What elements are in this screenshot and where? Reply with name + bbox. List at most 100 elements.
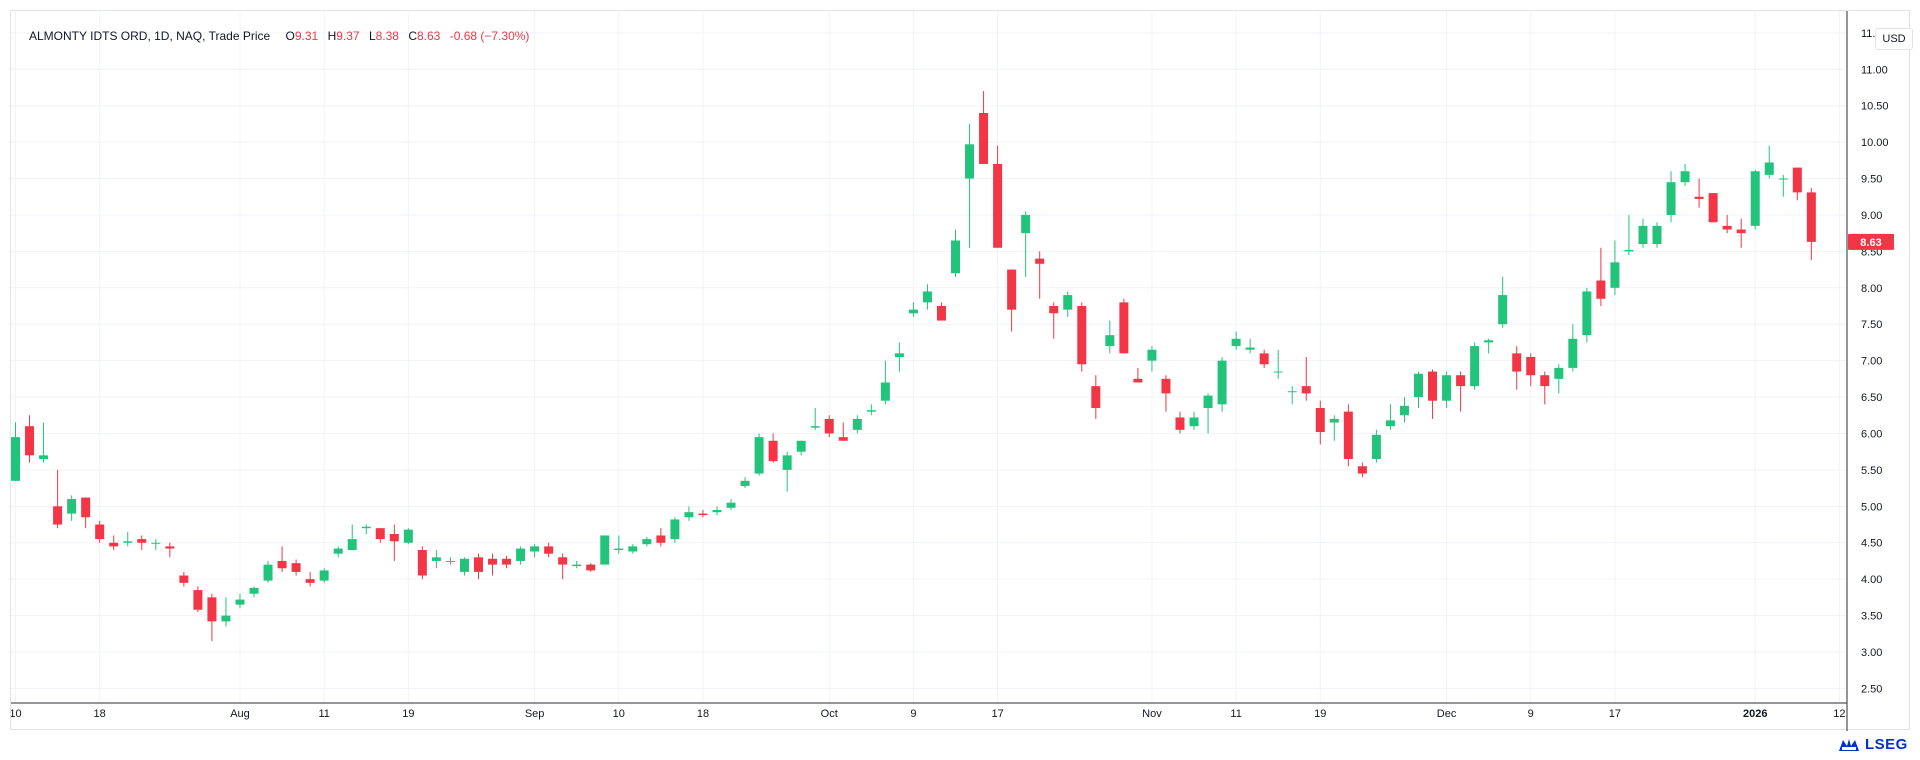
candle[interactable] <box>1203 393 1213 434</box>
candle[interactable] <box>642 536 652 547</box>
candle[interactable] <box>1708 193 1718 223</box>
candle[interactable] <box>1498 276 1508 328</box>
candle[interactable] <box>1091 375 1101 419</box>
candle[interactable] <box>1414 371 1423 408</box>
candle[interactable] <box>1329 415 1339 441</box>
candle[interactable] <box>221 597 231 627</box>
candle[interactable] <box>1666 171 1676 223</box>
candle[interactable] <box>1736 218 1746 248</box>
candle[interactable] <box>207 593 217 642</box>
candle[interactable] <box>165 542 175 558</box>
candle[interactable] <box>838 422 848 441</box>
candle[interactable] <box>445 557 455 565</box>
candle[interactable] <box>698 509 708 518</box>
candle[interactable] <box>67 495 77 521</box>
candle[interactable] <box>305 571 315 587</box>
candle[interactable] <box>1428 369 1438 419</box>
candle[interactable] <box>333 546 343 558</box>
candle[interactable] <box>614 535 624 554</box>
candle[interactable] <box>25 415 35 463</box>
candle[interactable] <box>1035 251 1045 299</box>
candle[interactable] <box>1652 222 1662 248</box>
candle[interactable] <box>628 544 638 554</box>
candle[interactable] <box>684 506 694 521</box>
candle[interactable] <box>1021 211 1031 277</box>
candle[interactable] <box>726 499 736 510</box>
candle[interactable] <box>894 342 904 372</box>
candle[interactable] <box>95 520 105 543</box>
candle[interactable] <box>880 360 890 405</box>
candle[interactable] <box>1301 357 1311 401</box>
candle[interactable] <box>656 528 666 547</box>
candle[interactable] <box>1119 298 1129 354</box>
candle[interactable] <box>1077 302 1087 372</box>
candle[interactable] <box>1484 338 1494 354</box>
candle[interactable] <box>558 553 568 580</box>
candle[interactable] <box>473 553 483 580</box>
candle[interactable] <box>1540 371 1550 405</box>
candle[interactable] <box>1049 302 1059 339</box>
candle[interactable] <box>375 528 385 543</box>
candle[interactable] <box>1554 364 1564 394</box>
candle[interactable] <box>965 123 975 248</box>
candle[interactable] <box>1778 174 1788 197</box>
candle[interactable] <box>1694 178 1704 208</box>
candle[interactable] <box>979 91 989 164</box>
candle[interactable] <box>319 568 329 583</box>
candle[interactable] <box>544 542 554 558</box>
candle[interactable] <box>459 557 469 576</box>
candle[interactable] <box>951 229 961 277</box>
candle[interactable] <box>179 571 189 587</box>
candle[interactable] <box>1315 400 1325 445</box>
candle[interactable] <box>151 539 161 551</box>
candle[interactable] <box>1189 411 1199 430</box>
candle[interactable] <box>81 497 91 529</box>
candle[interactable] <box>1105 320 1115 354</box>
candle[interactable] <box>572 560 582 569</box>
candle[interactable] <box>922 284 932 310</box>
candlestick-chart[interactable]: 2.50 3.00 3.50 4.00 4.50 5.00 5.50 6.00 6.50 7.00… <box>11 11 1911 731</box>
candle[interactable] <box>1287 386 1297 405</box>
candle[interactable] <box>235 593 245 609</box>
candle[interactable] <box>277 546 287 572</box>
candle[interactable] <box>1217 357 1227 412</box>
candle[interactable] <box>740 477 750 489</box>
candle[interactable] <box>824 415 834 438</box>
candle[interactable] <box>1722 214 1732 234</box>
candle[interactable] <box>768 433 778 463</box>
candle[interactable] <box>754 433 764 476</box>
candle[interactable] <box>530 544 540 558</box>
candle[interactable] <box>291 559 301 576</box>
candle[interactable] <box>1063 291 1073 317</box>
candle[interactable] <box>1442 371 1452 408</box>
candle[interactable] <box>1638 218 1648 248</box>
candle[interactable] <box>1624 214 1634 256</box>
candle[interactable] <box>1582 287 1592 343</box>
candle[interactable] <box>1512 346 1522 390</box>
candle[interactable] <box>1764 145 1774 179</box>
candle[interactable] <box>1147 346 1157 372</box>
candle[interactable] <box>810 407 820 430</box>
candle[interactable] <box>403 528 413 545</box>
candle[interactable] <box>1596 247 1606 307</box>
candle[interactable] <box>1175 411 1185 434</box>
candle[interactable] <box>1357 462 1367 478</box>
candle[interactable] <box>1680 163 1690 186</box>
candle[interactable] <box>137 535 147 551</box>
candle[interactable] <box>852 415 862 434</box>
candle[interactable] <box>123 531 133 547</box>
candle[interactable] <box>1161 375 1171 412</box>
candle[interactable] <box>53 469 63 529</box>
candle[interactable] <box>1245 338 1255 354</box>
candle[interactable] <box>796 440 806 456</box>
candle[interactable] <box>1610 240 1620 296</box>
candle[interactable] <box>347 524 357 551</box>
candle[interactable] <box>712 506 722 516</box>
candle[interactable] <box>782 451 792 492</box>
candle[interactable] <box>1259 349 1269 368</box>
candle[interactable] <box>488 553 498 576</box>
candle[interactable] <box>866 404 876 416</box>
candle[interactable] <box>1750 169 1760 230</box>
candle[interactable] <box>417 546 427 580</box>
candle[interactable] <box>1568 324 1578 372</box>
